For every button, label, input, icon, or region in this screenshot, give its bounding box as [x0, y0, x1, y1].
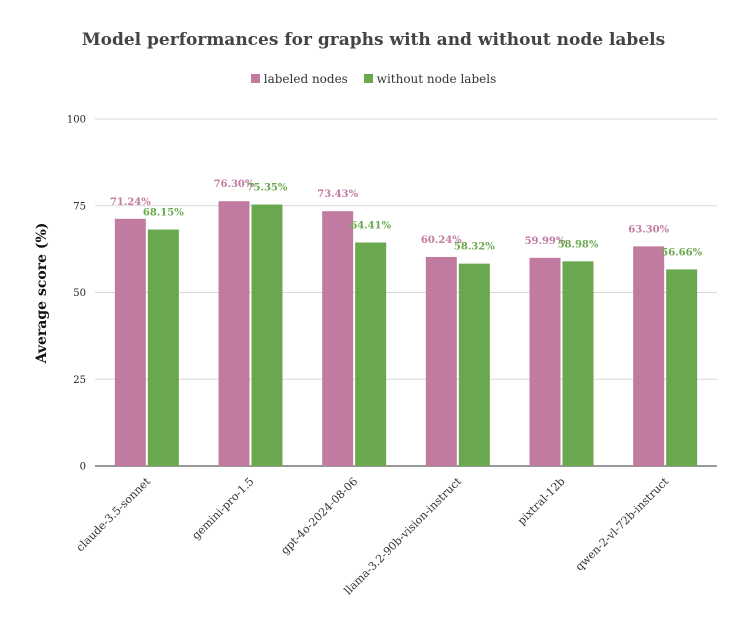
chart-legend: labeled nodes without node labels [0, 72, 747, 86]
y-tick-label: 75 [73, 201, 86, 212]
bar-unlabeled-5 [666, 269, 698, 466]
legend-label-unlabeled: without node labels [376, 72, 497, 86]
bar-unlabeled-4 [562, 261, 594, 466]
bar-unlabeled-3 [458, 263, 490, 466]
bar-labeled-5 [633, 246, 665, 466]
data-label-labeled-1: 76.30% [214, 179, 255, 190]
data-label-labeled-2: 73.43% [317, 189, 358, 200]
bar-unlabeled-2 [355, 242, 387, 466]
bar-labeled-2 [322, 211, 354, 466]
legend-item-unlabeled: without node labels [363, 72, 497, 86]
data-label-unlabeled-4: 58.98% [558, 239, 599, 250]
y-tick-label: 50 [73, 288, 86, 299]
legend-item-labeled: labeled nodes [250, 72, 348, 86]
data-label-unlabeled-0: 68.15% [143, 208, 184, 219]
category-label: qwen-2-vl-72b-instruct [573, 475, 672, 574]
data-label-unlabeled-3: 58.32% [454, 242, 495, 253]
data-label-unlabeled-5: 56.66% [661, 247, 702, 258]
data-label-labeled-0: 71.24% [110, 197, 151, 208]
category-label: pixtral-12b [515, 475, 568, 528]
data-label-unlabeled-2: 64.41% [350, 220, 391, 231]
y-tick-labels: 0 25 50 75 100 [67, 115, 86, 473]
data-label-labeled-5: 63.30% [628, 224, 669, 235]
bar-labeled-4 [529, 257, 561, 466]
legend-label-labeled: labeled nodes [263, 72, 348, 86]
category-label: llama-3.2-90b-vision-instruct [341, 475, 464, 598]
legend-swatch-unlabeled [363, 74, 373, 83]
y-tick-label: 25 [73, 375, 86, 386]
data-label-unlabeled-1: 75.35% [247, 183, 288, 194]
data-label-labeled-3: 60.24% [421, 235, 462, 246]
category-label: gpt-4o-2024-08-06 [278, 475, 360, 557]
data-label-labeled-4: 59.99% [525, 236, 566, 247]
category-label: claude-3.5-sonnet [74, 475, 154, 555]
y-tick-label: 0 [80, 462, 86, 473]
y-axis-label: Average score (%) [34, 223, 50, 365]
data-labels: 71.24%68.15% 76.30%75.35% 73.43% 64.41% 60.2… [110, 179, 703, 258]
y-tick-label: 100 [67, 115, 86, 126]
grid-lines [95, 118, 717, 467]
category-labels: claude-3.5-sonnet gemini-pro-1.5 gpt-4o-20… [74, 475, 672, 598]
bar-labeled-3 [425, 256, 457, 466]
bar-unlabeled-1 [251, 204, 283, 466]
bar-unlabeled-0 [147, 229, 179, 466]
bar-labeled-1 [218, 201, 250, 466]
category-label: gemini-pro-1.5 [189, 475, 256, 542]
bar-labeled-0 [114, 218, 146, 466]
chart-title: Model performances for graphs with and w… [81, 30, 666, 50]
legend-swatch-labeled [250, 74, 260, 83]
bars [114, 201, 698, 466]
